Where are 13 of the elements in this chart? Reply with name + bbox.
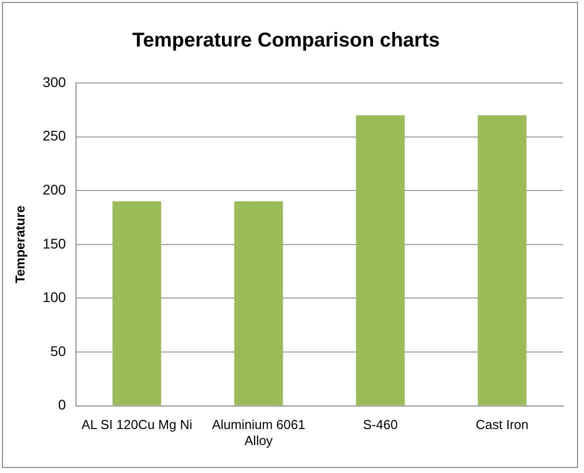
y-tick-label: 250	[42, 128, 66, 144]
y-tick-label: 300	[42, 74, 66, 90]
y-axis-title: Temperature	[12, 206, 28, 284]
x-tick-label: AL SI 120Cu Mg Ni	[81, 417, 192, 432]
chart-title: Temperature Comparison charts	[132, 30, 440, 52]
x-tick-label: Cast Iron	[476, 417, 528, 432]
x-tick-label: Aluminium 6061 Alloy	[212, 417, 306, 448]
y-tick-label: 150	[42, 235, 66, 252]
y-tick-label: 100	[42, 289, 66, 306]
y-tick-label: 200	[42, 181, 66, 198]
x-tick-label: S-460	[363, 417, 398, 432]
y-tick-label: 0	[58, 396, 66, 413]
y-tick-label: 50	[50, 342, 66, 359]
